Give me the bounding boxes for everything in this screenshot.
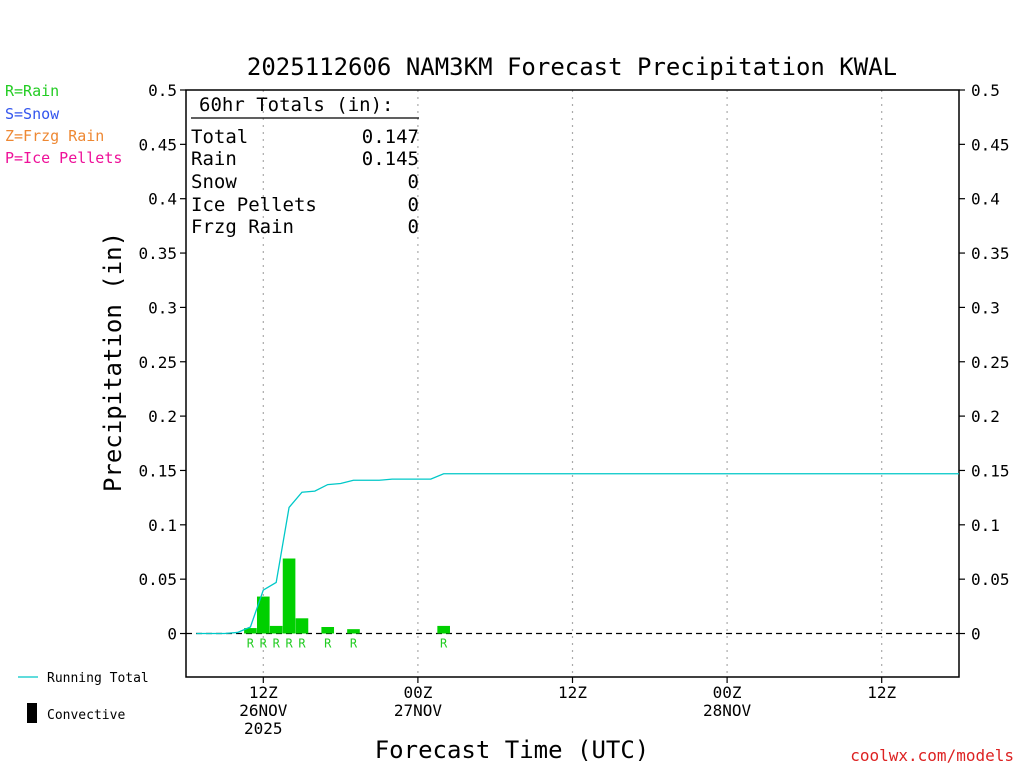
chart-title: 2025112606 NAM3KM Forecast Precipitation… bbox=[247, 53, 897, 81]
totals-value-total: 0.147 bbox=[362, 126, 419, 148]
precip-bar bbox=[437, 625, 450, 634]
totals-value-ice-pellets: 0 bbox=[408, 194, 419, 216]
precip-bar bbox=[347, 629, 360, 634]
running-total-legend-label: Running Total bbox=[47, 671, 149, 686]
totals-value-snow: 0 bbox=[408, 171, 419, 193]
running-total-line bbox=[196, 473, 959, 635]
precip-bar bbox=[256, 596, 270, 634]
totals-label-rain: Rain bbox=[191, 148, 237, 170]
y-tick-label-right: 0.25 bbox=[971, 353, 1010, 372]
precip-bar bbox=[282, 558, 296, 634]
x-tick-label: 2025 bbox=[244, 719, 283, 738]
y-tick-label-left: 0.1 bbox=[148, 516, 177, 535]
y-tick-label-left: 0.3 bbox=[148, 298, 177, 317]
convective-swatch bbox=[27, 703, 37, 723]
y-tick-label-right: 0 bbox=[971, 625, 981, 644]
y-tick-label-right: 0.1 bbox=[971, 516, 1000, 535]
x-tick-label: 12Z bbox=[867, 683, 896, 702]
precip-type-label: R bbox=[247, 637, 255, 651]
y-tick-label-left: 0.2 bbox=[148, 407, 177, 426]
legend-snow: S=Snow bbox=[5, 105, 60, 123]
precip-bars bbox=[244, 558, 450, 634]
convective-legend-label: Convective bbox=[47, 708, 125, 723]
legend-ice-pellets: P=Ice Pellets bbox=[5, 149, 122, 167]
precip-bar bbox=[269, 625, 283, 634]
totals-value-rain: 0.145 bbox=[362, 148, 419, 170]
x-tick-label: 12Z bbox=[249, 683, 278, 702]
precip-type-label: R bbox=[273, 637, 281, 651]
y-tick-label-right: 0.35 bbox=[971, 244, 1010, 263]
x-tick-label: 12Z bbox=[558, 683, 587, 702]
totals-label-ice-pellets: Ice Pellets bbox=[191, 194, 317, 216]
y-axis-left: 0 0.05 0.1 0.15 0.2 0.25 0.3 0.35 0.4 0.45 0.5 bbox=[138, 81, 186, 644]
y-tick-label-left: 0 bbox=[167, 625, 177, 644]
totals-label-frzg-rain: Frzg Rain bbox=[191, 216, 294, 238]
precip-type-label: R bbox=[285, 637, 293, 651]
precip-type-label: R bbox=[260, 637, 268, 651]
y-tick-label-left: 0.05 bbox=[138, 570, 177, 589]
totals-box: 60hr Totals (in): Total 0.147 Rain 0.145… bbox=[191, 94, 419, 238]
y-tick-label-left: 0.4 bbox=[148, 190, 177, 209]
y-tick-label-right: 0.3 bbox=[971, 298, 1000, 317]
y-tick-label-right: 0.2 bbox=[971, 407, 1000, 426]
y-tick-label-left: 0.25 bbox=[138, 353, 177, 372]
precip-type-label: R bbox=[298, 637, 306, 651]
x-tick-label: 28NOV bbox=[703, 701, 752, 720]
totals-heading: 60hr Totals (in): bbox=[199, 94, 393, 116]
y-tick-label-left: 0.5 bbox=[148, 81, 177, 100]
precip-bar bbox=[321, 626, 335, 634]
x-tick-label: 27NOV bbox=[394, 701, 443, 720]
y-tick-label-right: 0.15 bbox=[971, 461, 1010, 480]
precip-type-label: R bbox=[324, 637, 332, 651]
precip-bar bbox=[295, 618, 309, 634]
legend-frzg-rain: Z=Frzg Rain bbox=[5, 127, 104, 145]
y-tick-label-left: 0.45 bbox=[138, 135, 177, 154]
y-tick-label-right: 0.45 bbox=[971, 135, 1010, 154]
series-legend: Running Total Convective bbox=[18, 671, 149, 723]
x-tick-label: 00Z bbox=[713, 683, 742, 702]
grid-lines bbox=[262, 90, 883, 677]
credit-text: coolwx.com/models bbox=[850, 746, 1014, 765]
totals-label-snow: Snow bbox=[191, 171, 237, 193]
y-axis-right: 0 0.05 0.1 0.15 0.2 0.25 0.3 0.35 0.4 0.45 0.5 bbox=[959, 81, 1010, 644]
legend-rain: R=Rain bbox=[5, 82, 59, 100]
totals-value-frzg-rain: 0 bbox=[408, 216, 419, 238]
x-tick-label: 26NOV bbox=[239, 701, 288, 720]
type-legend: R=Rain S=Snow Z=Frzg Rain P=Ice Pellets bbox=[5, 82, 122, 167]
y-tick-label-right: 0.05 bbox=[971, 570, 1010, 589]
y-tick-label-right: 0.5 bbox=[971, 81, 1000, 100]
y-axis-label: Precipitation (in) bbox=[99, 232, 127, 492]
y-tick-label-left: 0.15 bbox=[138, 461, 177, 480]
x-axis-label: Forecast Time (UTC) bbox=[375, 736, 650, 764]
precip-bar bbox=[244, 628, 257, 634]
x-tick-label: 00Z bbox=[403, 683, 432, 702]
y-tick-label-right: 0.4 bbox=[971, 190, 1000, 209]
precip-type-label: R bbox=[440, 637, 448, 651]
totals-label-total: Total bbox=[191, 126, 248, 148]
precip-type-label: R bbox=[350, 637, 358, 651]
y-tick-label-left: 0.35 bbox=[138, 244, 177, 263]
